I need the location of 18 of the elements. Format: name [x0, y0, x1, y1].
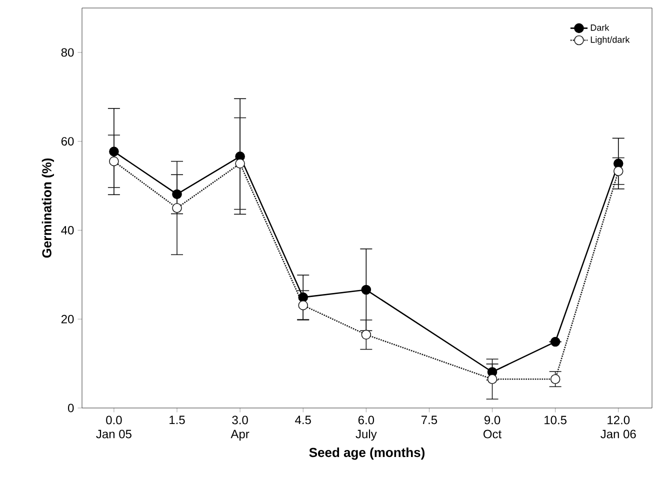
y-tick-label: 80	[61, 48, 74, 57]
x-tick-label: 10.5	[544, 416, 566, 424]
y-tick-label: 0	[68, 404, 74, 412]
x-tick-label: 3.0 Apr	[230, 416, 250, 441]
x-tick-label: 12.0 Jan 06	[600, 416, 636, 438]
y-tick-label: 40	[61, 226, 74, 234]
x-tick-label: 7.5	[421, 416, 438, 424]
x-tick-label: 9.0 Oct	[484, 416, 502, 438]
y-tick-label: 20	[61, 314, 74, 324]
x-tick-label: 4.5	[295, 416, 311, 424]
x-axis-title: Seed age (months)	[309, 448, 424, 460]
x-tick-label: 0.0 Jan 05	[96, 416, 132, 438]
y-axis-title: Germination (%)	[42, 158, 54, 258]
x-tick-label: 1.5	[170, 416, 185, 424]
y-tick-label: 60	[61, 137, 74, 146]
legend-label: Light/dark	[590, 36, 630, 45]
legend-label: Dark	[590, 24, 610, 31]
x-tick-label: 6.0 July	[356, 416, 377, 441]
